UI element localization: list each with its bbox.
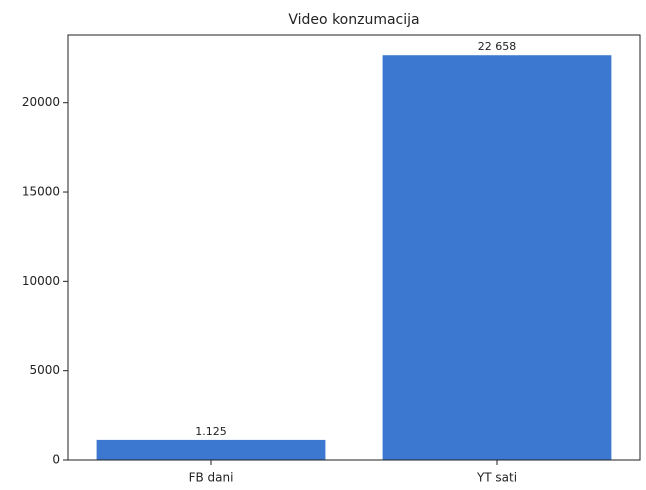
y-tick-label: 0 [52,453,60,467]
chart-title: Video konzumacija [288,12,419,28]
value-label: 22 658 [478,40,517,53]
plot-frame [67,34,641,461]
value-label: 1.125 [195,425,227,438]
x-tick-label: FB dani [189,471,234,485]
bar [382,55,612,461]
bar [96,439,326,460]
y-tick-label: 15000 [22,185,60,199]
y-tick-label: 10000 [22,274,60,288]
y-tick-label: 20000 [22,95,60,109]
x-tick-label: YT sati [476,471,517,485]
y-tick-label: 5000 [29,363,60,377]
